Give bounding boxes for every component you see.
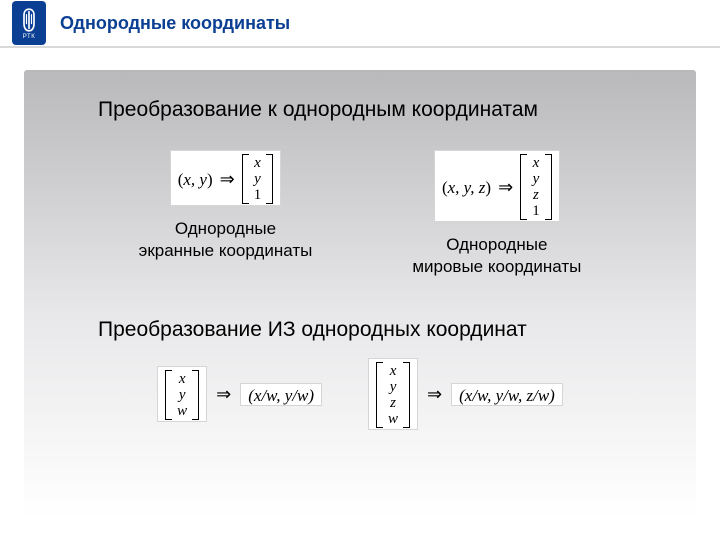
from-left-vector-box: x y w [157,366,207,422]
arrow-icon: ⇒ [220,170,235,188]
content-area: Преобразование к однородным координатам … [0,48,720,518]
from-right-group: x y z w ⇒ (x/w, y/w, z/w) [368,358,563,430]
from-left-tuple-box: (x/w, y/w) [240,383,322,406]
section-from-title: Преобразование ИЗ однородных координат [98,318,658,342]
logo: РТК [12,1,46,45]
section-to-title: Преобразование к однородным координатам [98,98,658,122]
content-panel: Преобразование к однородным координатам … [24,70,696,518]
from-left-group: x y w ⇒ (x/w, y/w) [157,358,322,430]
to-right-formula: (x, y, z) ⇒ x y z 1 [434,150,560,222]
slide-title: Однородные координаты [60,13,290,34]
from-row: x y w ⇒ (x/w, y/w) [62,358,658,430]
arrow-icon: ⇒ [216,384,231,405]
from-right-vector-box: x y z w [368,358,418,430]
logo-label: РТК [23,34,35,40]
to-row: (x, y) ⇒ x y 1 Однородные экранные к [62,150,658,278]
to-right-col: (x, y, z) ⇒ x y z 1 Однородные [412,150,581,278]
to-left-tuple: (x, y) [178,171,213,188]
to-right-vector: x y z 1 [520,154,552,220]
arrow-icon: ⇒ [498,178,513,196]
to-left-col: (x, y) ⇒ x y 1 Однородные экранные к [139,150,313,278]
to-right-tuple: (x, y, z) [442,179,491,196]
logo-glyph-icon [19,7,39,33]
to-left-vector: x y 1 [242,154,274,204]
to-left-formula: (x, y) ⇒ x y 1 [170,150,282,206]
to-right-caption: Однородные мировые координаты [412,234,581,278]
to-left-caption: Однородные экранные координаты [139,218,313,262]
slide-header: РТК Однородные координаты [0,0,720,48]
from-right-tuple-box: (x/w, y/w, z/w) [451,383,563,406]
arrow-icon: ⇒ [427,384,442,405]
